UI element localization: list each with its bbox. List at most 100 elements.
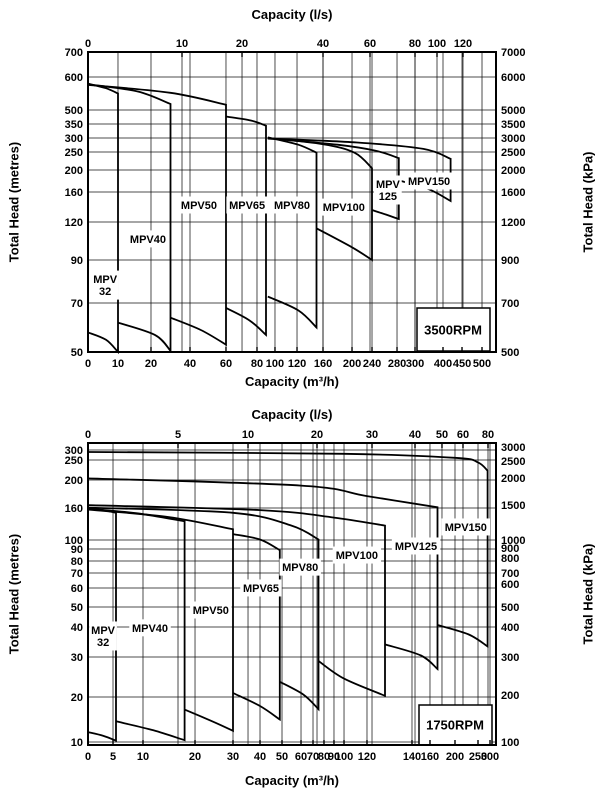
pump-envelope-mpv50 (87, 508, 234, 733)
x-tick-label: 280 (388, 358, 406, 370)
x-tick-label: 120 (358, 751, 376, 763)
pump-label-mpv32: 32 (97, 637, 109, 649)
pump-envelope-curves (87, 451, 489, 743)
pump-label-mask (332, 546, 382, 564)
left-tick-label: 200 (65, 165, 83, 177)
right-tick-label: 600 (501, 579, 519, 591)
pump-label-mask (271, 196, 313, 214)
x-tick-label: 50 (276, 751, 288, 763)
pump-label-mask (319, 198, 369, 216)
left-tick-label: 20 (71, 692, 83, 704)
pump-label-mpv150: MPV150 (445, 522, 487, 534)
right-tick-label: 2500 (501, 147, 525, 159)
pump-label-mask (190, 601, 232, 619)
right-tick-label: 6000 (501, 72, 525, 84)
top-tick-label: 80 (409, 38, 421, 50)
top-tick-label: 0 (85, 38, 91, 50)
left-tick-label: 350 (65, 119, 83, 131)
right-tick-label: 5000 (501, 105, 525, 117)
pump-label-mpv32: 32 (99, 286, 111, 298)
left-tick-label: 500 (65, 105, 83, 117)
x-tick-label: 160 (421, 751, 439, 763)
right-tick-label: 3000 (501, 442, 525, 454)
pump-label-mask (89, 621, 117, 651)
pump-label-mpv50: MPV50 (193, 605, 229, 617)
axis-ticks: 0 10 20 40 60 80 100 120 160 200 240 280 300 400 450 50… (65, 38, 526, 370)
left-tick-label: 40 (71, 622, 83, 634)
pump-label-mpv125: MPV (376, 179, 401, 191)
pump-label-mpv40: MPV40 (132, 623, 168, 635)
x-tick-label: 80 (251, 358, 263, 370)
pump-label-mask (127, 230, 169, 248)
pump-label-mpv125: 125 (379, 191, 397, 203)
left-tick-label: 90 (71, 255, 83, 267)
x-tick-label: 40 (254, 751, 266, 763)
left-tick-label: 300 (65, 133, 83, 145)
pump-labels: MPV32MPV40MPV50MPV65MPV80MPV100MPV125MPV… (89, 518, 491, 651)
left-tick-label: 300 (65, 445, 83, 457)
top-tick-label: 5 (175, 429, 181, 441)
right-tick-label: 1200 (501, 217, 525, 229)
pump-envelope-mpv65 (225, 115, 267, 337)
left-tick-label: 120 (65, 217, 83, 229)
top-tick-label: 50 (436, 429, 448, 441)
right-tick-label: 2000 (501, 473, 525, 485)
top-tick-label: 20 (311, 429, 323, 441)
x-tick-label: 90 (328, 751, 340, 763)
x-tick-label: 400 (434, 358, 452, 370)
x-tick-label: 10 (112, 358, 124, 370)
pump-label-mask (226, 196, 268, 214)
right-tick-label: 2500 (501, 456, 525, 468)
left-tick-label: 700 (65, 47, 83, 59)
right-tick-label: 500 (501, 602, 519, 614)
left-tick-label: 60 (71, 583, 83, 595)
pump-envelope-mpv150 (87, 451, 489, 649)
x-tick-label: 120 (288, 358, 306, 370)
right-tick-label: 7000 (501, 47, 525, 59)
right-tick-label: 300 (501, 652, 519, 664)
pump-label-mpv40: MPV40 (130, 234, 166, 246)
pump-envelope-mpv40 (87, 83, 172, 354)
left-tick-label: 160 (65, 187, 83, 199)
x-tick-label: 250 (469, 751, 487, 763)
x-tick-label: 240 (363, 358, 381, 370)
pump-envelope-mpv125 (87, 477, 439, 671)
left-tick-label: 70 (71, 568, 83, 580)
x-tick-label: 500 (473, 358, 491, 370)
pump-label-mpv32: MPV (93, 274, 118, 286)
x-tick-label: 70 (307, 751, 319, 763)
top-tick-label: 120 (454, 38, 472, 50)
left-tick-label: 200 (65, 475, 83, 487)
x-tick-label: 100 (335, 751, 353, 763)
x-tick-label: 0 (85, 751, 91, 763)
pump-label-mask (404, 172, 454, 190)
right-tick-label: 1500 (501, 500, 525, 512)
pump-label-mask (91, 270, 119, 300)
pump-label-mpv65: MPV65 (229, 200, 265, 212)
pump-label-mpv100: MPV100 (323, 202, 365, 214)
right-tick-label: 1000 (501, 535, 525, 547)
x-tick-label: 300 (481, 751, 499, 763)
right-tick-label: 100 (501, 737, 519, 749)
pump-label-mask (129, 619, 171, 637)
pump-label-mask (374, 175, 402, 205)
pump-label-mask (391, 537, 441, 555)
pump-label-mpv50: MPV50 (181, 200, 217, 212)
x-tick-label: 80 (318, 751, 330, 763)
grid (88, 52, 496, 352)
left-tick-label: 50 (71, 602, 83, 614)
pump-envelope-mpv80 (87, 506, 320, 712)
pump-envelope-mpv100 (87, 504, 386, 698)
right-tick-label: 3000 (501, 133, 525, 145)
left-tick-label: 160 (65, 503, 83, 515)
pump-label-mpv125: MPV125 (395, 541, 437, 553)
left-tick-label: 80 (71, 556, 83, 568)
pump-envelope-mpv50 (87, 84, 227, 347)
pump-envelope-mpv125 (267, 137, 400, 221)
left-tick-label: 70 (71, 298, 83, 310)
right-tick-label: 200 (501, 690, 519, 702)
